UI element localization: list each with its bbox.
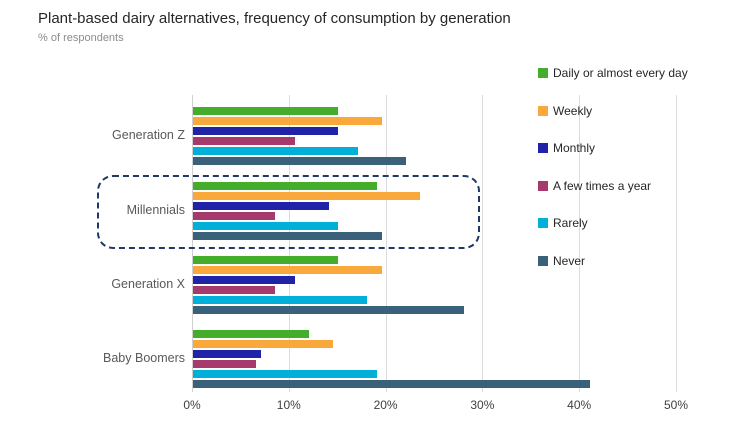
bar-baby-boomers-rarely xyxy=(193,370,377,378)
gridline-0 xyxy=(192,95,193,392)
bar-millennials-daily-or-almost-every-day xyxy=(193,182,377,190)
bar-baby-boomers-monthly xyxy=(193,350,261,358)
bar-generation-x-weekly xyxy=(193,266,382,274)
x-axis-tick-label: 10% xyxy=(276,398,301,412)
legend-swatch-icon xyxy=(538,255,548,266)
bar-generation-x-daily-or-almost-every-day xyxy=(193,256,339,264)
gridline-40 xyxy=(579,95,581,392)
bar-millennials-weekly xyxy=(193,192,421,200)
bar-baby-boomers-weekly xyxy=(193,340,334,348)
legend-swatch-icon xyxy=(538,68,548,78)
bar-millennials-never xyxy=(193,232,382,240)
x-axis-tick-label: 30% xyxy=(470,398,495,412)
gridline-20 xyxy=(385,95,387,392)
category-label-generation-z: Generation Z xyxy=(112,128,185,142)
bar-generation-x-monthly xyxy=(193,276,295,284)
bar-generation-z-monthly xyxy=(193,127,339,135)
bar-millennials-a-few-times-a-year xyxy=(193,212,276,220)
chart-subtitle: % of respondents xyxy=(38,32,124,44)
millennials-highlight-box xyxy=(97,175,480,249)
x-axis-tick-label: 20% xyxy=(373,398,398,412)
legend-label: Rarely xyxy=(553,216,588,230)
legend-swatch-icon xyxy=(538,143,548,153)
x-axis-tick-label: 50% xyxy=(663,398,689,412)
legend-swatch-icon xyxy=(538,105,548,116)
legend-label: Never xyxy=(553,253,586,268)
bar-baby-boomers-a-few-times-a-year xyxy=(193,360,256,368)
bar-baby-boomers-never xyxy=(193,380,590,388)
gridline-50 xyxy=(676,95,677,392)
bar-generation-z-never xyxy=(193,157,406,165)
category-label-baby-boomers: Baby Boomers xyxy=(103,351,185,365)
chart-title: Plant-based dairy alternatives, frequenc… xyxy=(38,10,511,27)
legend-label: A few times a year xyxy=(553,178,652,193)
bar-generation-z-a-few-times-a-year xyxy=(193,137,295,145)
category-label-generation-x: Generation X xyxy=(111,277,185,291)
category-label-millennials: Millennials xyxy=(126,203,185,217)
legend-label: Daily or almost every day xyxy=(553,66,688,80)
x-axis-tick-label: 40% xyxy=(567,398,592,412)
legend-swatch-icon xyxy=(538,218,548,228)
bar-generation-x-rarely xyxy=(193,296,368,304)
legend-swatch-icon xyxy=(538,180,548,191)
gridline-10 xyxy=(288,95,290,392)
bar-generation-x-a-few-times-a-year xyxy=(193,286,276,294)
bar-generation-x-never xyxy=(193,306,465,314)
bar-generation-z-weekly xyxy=(193,117,382,125)
bar-millennials-rarely xyxy=(193,222,339,230)
x-axis-tick-label: 0% xyxy=(183,398,201,412)
bar-baby-boomers-daily-or-almost-every-day xyxy=(193,330,310,338)
legend-label: Monthly xyxy=(553,141,596,155)
bar-millennials-monthly xyxy=(193,202,329,210)
gridline-30 xyxy=(482,95,484,392)
legend-label: Weekly xyxy=(553,103,593,118)
bar-generation-z-rarely xyxy=(193,147,358,155)
bar-generation-z-daily-or-almost-every-day xyxy=(193,107,339,115)
